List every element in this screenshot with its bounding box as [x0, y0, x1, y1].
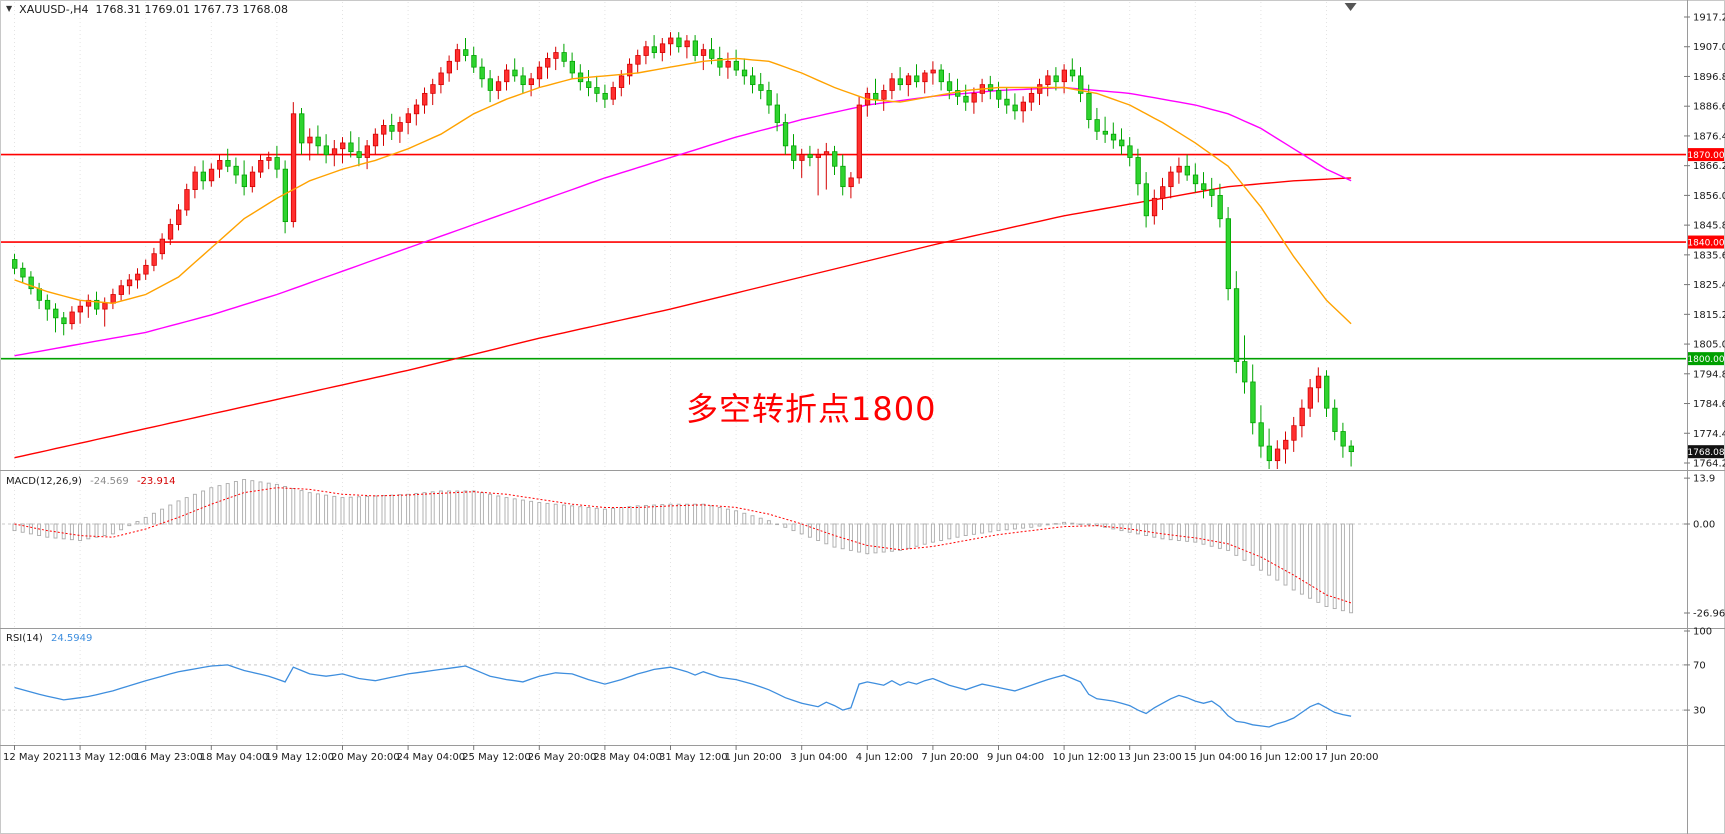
- symbol-info: ▼ XAUUSD-,H4 1768.31 1769.01 1767.73 176…: [6, 3, 288, 16]
- svg-text:18 May 04:00: 18 May 04:00: [200, 752, 269, 763]
- svg-text:0.00: 0.00: [1693, 520, 1715, 531]
- svg-text:1815.20: 1815.20: [1693, 310, 1725, 321]
- svg-text:3 Jun 04:00: 3 Jun 04:00: [790, 752, 847, 763]
- svg-text:10 Jun 12:00: 10 Jun 12:00: [1053, 752, 1117, 763]
- svg-text:19 May 12:00: 19 May 12:00: [265, 752, 334, 763]
- svg-text:1896.80: 1896.80: [1693, 72, 1725, 83]
- svg-text:16 May 23:00: 16 May 23:00: [134, 752, 203, 763]
- svg-text:1825.40: 1825.40: [1693, 280, 1725, 291]
- rsi-title: RSI(14): [6, 633, 43, 644]
- svg-text:1764.20: 1764.20: [1693, 458, 1725, 469]
- svg-text:12 May 2021: 12 May 2021: [3, 752, 68, 763]
- ohlc-quote: 1768.31 1769.01 1767.73 1768.08: [95, 3, 288, 16]
- svg-text:20 May 20:00: 20 May 20:00: [331, 752, 400, 763]
- symbol-timeframe-label: XAUUSD-,H4: [19, 3, 89, 16]
- svg-text:70: 70: [1693, 660, 1706, 671]
- svg-text:100: 100: [1693, 627, 1712, 638]
- svg-text:1907.00: 1907.00: [1693, 42, 1725, 53]
- macd-indicator-label: MACD(12,26,9) -24.569 -23.914: [6, 476, 181, 487]
- svg-text:1840.00: 1840.00: [1687, 239, 1724, 249]
- macd-title: MACD(12,26,9): [6, 476, 82, 487]
- svg-text:-26.966: -26.966: [1693, 608, 1725, 619]
- svg-text:13.9: 13.9: [1693, 474, 1715, 485]
- svg-text:1768.08: 1768.08: [1687, 448, 1724, 458]
- svg-text:1870.00: 1870.00: [1687, 151, 1724, 161]
- svg-text:1876.40: 1876.40: [1693, 131, 1725, 142]
- svg-text:1845.80: 1845.80: [1693, 221, 1725, 232]
- svg-text:13 May 12:00: 13 May 12:00: [69, 752, 138, 763]
- svg-text:1784.60: 1784.60: [1693, 399, 1725, 410]
- rsi-value: 24.5949: [50, 633, 93, 644]
- svg-text:1794.80: 1794.80: [1693, 369, 1725, 380]
- svg-text:1917.20: 1917.20: [1693, 13, 1725, 24]
- rsi-indicator-label: RSI(14) 24.5949: [6, 633, 97, 644]
- svg-text:16 Jun 12:00: 16 Jun 12:00: [1249, 752, 1313, 763]
- svg-text:1774.40: 1774.40: [1693, 429, 1725, 440]
- svg-text:30: 30: [1693, 706, 1706, 717]
- svg-text:1886.60: 1886.60: [1693, 102, 1725, 113]
- svg-text:4 Jun 12:00: 4 Jun 12:00: [856, 752, 913, 763]
- svg-text:1856.00: 1856.00: [1693, 191, 1725, 202]
- svg-text:1 Jun 20:00: 1 Jun 20:00: [725, 752, 782, 763]
- svg-text:13 Jun 23:00: 13 Jun 23:00: [1118, 752, 1182, 763]
- macd-signal-value: -23.914: [136, 476, 176, 487]
- svg-text:9 Jun 04:00: 9 Jun 04:00: [987, 752, 1044, 763]
- symbol-dropdown-icon[interactable]: ▼: [6, 4, 13, 13]
- svg-text:28 May 04:00: 28 May 04:00: [593, 752, 662, 763]
- svg-text:24 May 04:00: 24 May 04:00: [397, 752, 466, 763]
- chart-shift-marker-icon: [1344, 3, 1357, 11]
- svg-text:15 Jun 04:00: 15 Jun 04:00: [1184, 752, 1248, 763]
- svg-text:1800.00: 1800.00: [1687, 355, 1724, 365]
- svg-text:31 May 12:00: 31 May 12:00: [659, 752, 728, 763]
- svg-text:1805.00: 1805.00: [1693, 340, 1725, 351]
- chart-annotation-text[interactable]: 多空转折点1800: [686, 390, 937, 428]
- svg-text:1866.20: 1866.20: [1693, 161, 1725, 172]
- svg-text:17 Jun 20:00: 17 Jun 20:00: [1315, 752, 1379, 763]
- svg-text:25 May 12:00: 25 May 12:00: [462, 752, 531, 763]
- svg-text:26 May 20:00: 26 May 20:00: [528, 752, 597, 763]
- svg-text:1835.60: 1835.60: [1693, 250, 1725, 261]
- macd-main-value: -24.569: [90, 476, 129, 487]
- svg-text:7 Jun 20:00: 7 Jun 20:00: [921, 752, 978, 763]
